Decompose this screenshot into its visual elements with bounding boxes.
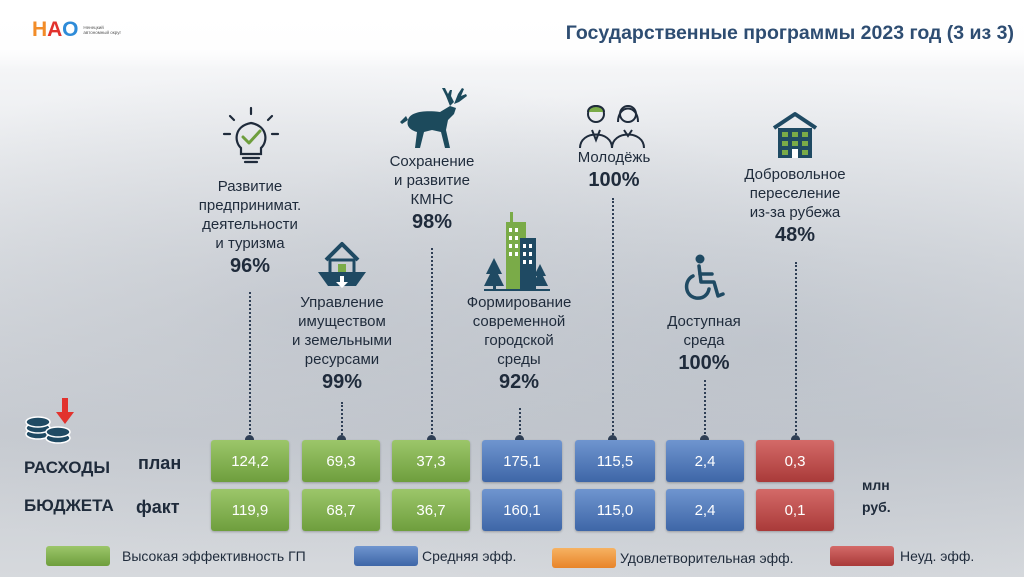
fact-cell: 2,4 (666, 489, 744, 531)
plan-cell: 175,1 (482, 440, 562, 482)
fact-cell: 68,7 (302, 489, 380, 531)
logo-subtitle: Ненецкий автономный округ (83, 25, 122, 35)
header-band (0, 0, 1024, 70)
program-name-line: городской (484, 332, 554, 349)
program-percent: 96% (229, 255, 271, 277)
logo-letters: НАО (32, 18, 78, 42)
plan-cell: 0,3 (756, 440, 834, 482)
expenses-label: РАСХОДЫ (24, 458, 110, 477)
program-percent: 98% (411, 211, 453, 233)
connector-dot (700, 435, 709, 444)
fact-label: факт (136, 497, 180, 517)
program-name-line: и развитие (394, 172, 470, 189)
apartment-building-icon (772, 112, 818, 158)
connector-dot (608, 435, 617, 444)
logo: НАО Ненецкий автономный округ (32, 18, 129, 42)
plan-cell: 2,4 (666, 440, 744, 482)
program-name-line: и туризма (215, 235, 285, 252)
plan-label: план (138, 453, 182, 473)
program-name-line: Формирование (466, 294, 572, 311)
plan-cell: 69,3 (302, 440, 380, 482)
program-name-line: и земельными (291, 332, 393, 349)
logo-letter-3: О (62, 18, 79, 41)
legend-text-unsatisfactory: Неуд. эфф. (900, 548, 975, 564)
program-percent: 99% (321, 371, 363, 393)
program-label-business: Развитие предпринимат. деятельности и ту… (180, 177, 320, 279)
program-name-line: предпринимат. (198, 197, 302, 214)
program-name-line: имуществом (298, 313, 386, 330)
unit-label: млн руб. (862, 474, 891, 518)
connector-line (249, 292, 251, 438)
budget-label: БЮДЖЕТА (24, 496, 114, 515)
house-land-icon (318, 242, 366, 288)
connector-line (519, 408, 521, 438)
program-percent: 92% (498, 371, 540, 393)
connector-line (795, 262, 797, 438)
program-label-accessible: Доступная среда 100% (634, 312, 774, 376)
unit-line: млн (862, 477, 890, 493)
connector-line (431, 248, 433, 438)
logo-letter-2: А (47, 18, 63, 41)
program-percent: 100% (588, 169, 640, 191)
program-label-resettlement: Добровольное переселение из-за рубежа 48… (725, 165, 865, 248)
unit-line: руб. (862, 499, 891, 515)
program-label-property: Управление имуществом и земельными ресур… (272, 293, 412, 395)
wheelchair-icon (684, 254, 725, 300)
program-label-urban: Формирование современной городской среды… (449, 293, 589, 395)
coins-arrow-icon (25, 398, 74, 444)
program-label-kmns: Сохранение и развитие КМНС 98% (362, 152, 502, 235)
program-name-line: Добровольное (744, 166, 846, 183)
reindeer-icon (400, 88, 467, 148)
program-name-line: Сохранение (389, 153, 475, 170)
connector-dot (245, 435, 254, 444)
program-name-line: среды (497, 351, 541, 368)
legend-text-satisfactory: Удовлетворительная эфф. (620, 550, 794, 566)
program-percent: 100% (678, 352, 730, 374)
youth-people-icon (579, 105, 645, 149)
program-name-line: Развитие (217, 178, 283, 195)
legend-swatch-satisfactory (552, 548, 616, 568)
plan-cell: 124,2 (211, 440, 289, 482)
legend-swatch-medium (354, 546, 418, 566)
fact-cell: 36,7 (392, 489, 470, 531)
connector-line (612, 198, 614, 438)
plan-cell: 115,5 (575, 440, 655, 482)
fact-cell: 115,0 (575, 489, 655, 531)
legend-swatch-high (46, 546, 110, 566)
connector-dot (337, 435, 346, 444)
logo-letter-1: Н (32, 18, 48, 41)
fact-cell: 0,1 (756, 489, 834, 531)
fact-cell: 160,1 (482, 489, 562, 531)
fact-cell: 119,9 (211, 489, 289, 531)
page-title: Государственные программы 2023 год (3 из… (565, 22, 1014, 44)
connector-line (341, 402, 343, 438)
legend-swatch-unsatisfactory (830, 546, 894, 566)
program-name-line: ресурсами (304, 351, 380, 368)
connector-dot (515, 435, 524, 444)
program-name-line: переселение (749, 185, 841, 202)
plan-cell: 37,3 (392, 440, 470, 482)
program-name-line: современной (472, 313, 566, 330)
program-name-line: деятельности (202, 216, 298, 233)
lightbulb-icon (222, 106, 280, 164)
program-name-line: Доступная (667, 313, 741, 330)
program-name-line: среда (683, 332, 725, 349)
legend-text-high: Высокая эффективность ГП (122, 548, 306, 564)
connector-line (704, 380, 706, 438)
connector-dot (427, 435, 436, 444)
connector-dot (791, 435, 800, 444)
program-name-line: КМНС (410, 191, 454, 208)
program-name-line: Молодёжь (577, 149, 651, 166)
program-label-youth: Молодёжь 100% (544, 148, 684, 193)
program-percent: 48% (774, 224, 816, 246)
program-name-line: Управление (300, 294, 384, 311)
legend-text-medium: Средняя эфф. (422, 548, 517, 564)
city-buildings-icon (484, 212, 550, 291)
program-name-line: из-за рубежа (749, 204, 841, 221)
